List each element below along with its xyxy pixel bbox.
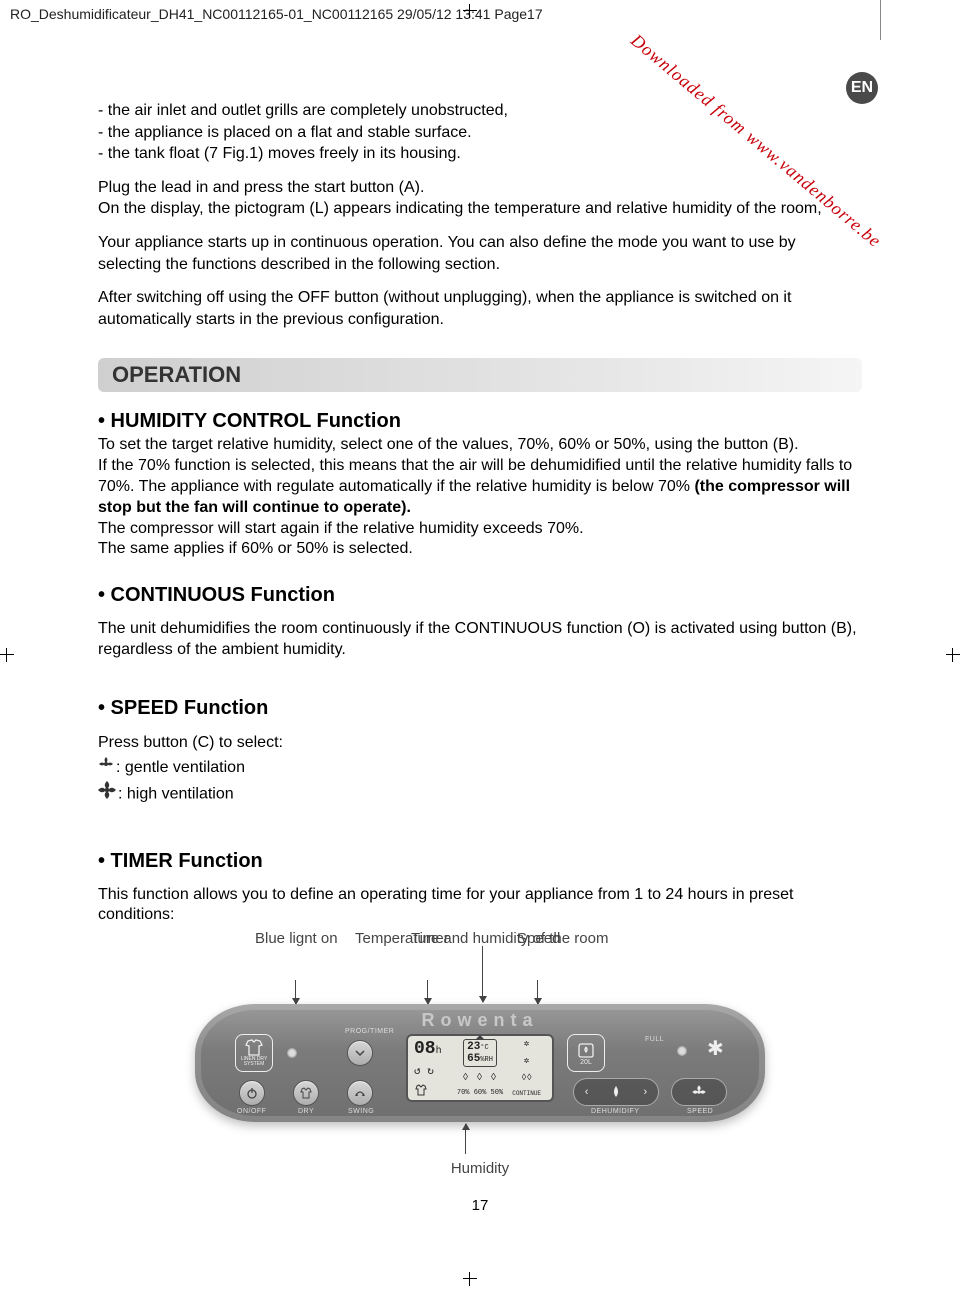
prog-timer-button [347,1040,373,1066]
tank-indicator: 20L [567,1034,605,1072]
dry-label: DRY [298,1108,314,1115]
language-badge: EN [846,72,878,104]
fan-icon: ✲ [524,1056,529,1066]
crop-mark-icon [463,4,477,18]
linen-dry-button: LINEN DRY SYSTEM [235,1034,273,1072]
intro-line: - the air inlet and outlet grills are co… [98,102,508,119]
intro-line: On the display, the pictogram (L) appear… [98,200,822,217]
timer-body: This function allows you to define an op… [98,885,862,927]
intro-line: - the tank float (7 Fig.1) moves freely … [98,145,461,162]
snowflake-icon: ✱ [707,1036,724,1061]
intro-line: Plug the lead in and press the start but… [98,179,424,196]
tank-icon [577,1041,595,1059]
prog-timer-label: PROG/TIMER [345,1028,394,1035]
shirt-icon [299,1086,313,1100]
continuous-heading: • CONTINUOUS Function [98,584,862,607]
crop-mark-icon [946,648,960,662]
full-label: FULL [645,1036,664,1043]
speed-label: SPEED [687,1108,713,1115]
crop-mark-icon [0,648,14,662]
humidity-heading: • HUMIDITY CONTROL Function [98,410,862,433]
panel-label-timer: Timer [411,930,449,947]
speed-button [671,1078,727,1106]
speed-body: Press button (C) to select: : gentle ven… [98,730,862,808]
lcd-display: 08h ↺ ↻ 23°C 65%RH ◊ ◊ ◊ 70% 60% 50% ✲ ✲… [406,1034,554,1102]
timer-heading: • TIMER Function [98,850,862,873]
drop-icon [610,1085,622,1099]
dehumidify-button: ‹ › [573,1078,659,1106]
arrow-icon [295,980,296,1004]
swing-button [347,1080,373,1106]
panel-label-temphum: Temperature and humidity of the room [355,930,608,947]
brand-logo: Rowenta [421,1010,538,1031]
dry-button [293,1080,319,1106]
led-indicator [287,1048,297,1058]
fan-high-icon [98,781,116,808]
print-header: RO_Deshumidificateur_DH41_NC00112165-01_… [0,0,960,22]
crop-mark-icon [463,1272,477,1286]
dehumidify-label: DEHUMIDIFY [591,1108,640,1115]
crop-guide-vertical [880,0,881,40]
swing-label: SWING [348,1108,374,1115]
intro-line: - the appliance is placed on a flat and … [98,124,472,141]
shirt-icon [244,1039,264,1057]
onoff-label: ON/OFF [237,1108,266,1115]
shirt-icon [414,1083,428,1097]
panel-label-speed: Speed [517,930,560,947]
led-indicator [677,1046,687,1056]
section-heading: OPERATION [98,358,862,392]
humidity-body: To set the target relative humidity, sel… [98,435,862,560]
control-panel: Rowenta LINEN DRY SYSTEM PROG/TIMER ON/O… [195,1004,765,1122]
speed-heading: • SPEED Function [98,697,862,720]
page-number: 17 [98,1197,862,1214]
arrow-icon [482,946,483,1002]
arrow-icon [465,1124,466,1154]
panel-label-blue: Blue lignt on [255,930,338,947]
intro-line: After switching off using the OFF button… [98,287,862,330]
fan-icon: ✲ [524,1039,529,1049]
intro-line: Your appliance starts up in continuous o… [98,232,862,275]
continuous-body: The unit dehumidifies the room continuou… [98,619,862,661]
arrow-icon [427,980,428,1004]
arrow-icon [537,980,538,1004]
onoff-button [239,1080,265,1106]
fan-low-icon [98,755,114,781]
panel-label-humidity: Humidity [98,1160,862,1177]
fan-icon [690,1083,708,1101]
